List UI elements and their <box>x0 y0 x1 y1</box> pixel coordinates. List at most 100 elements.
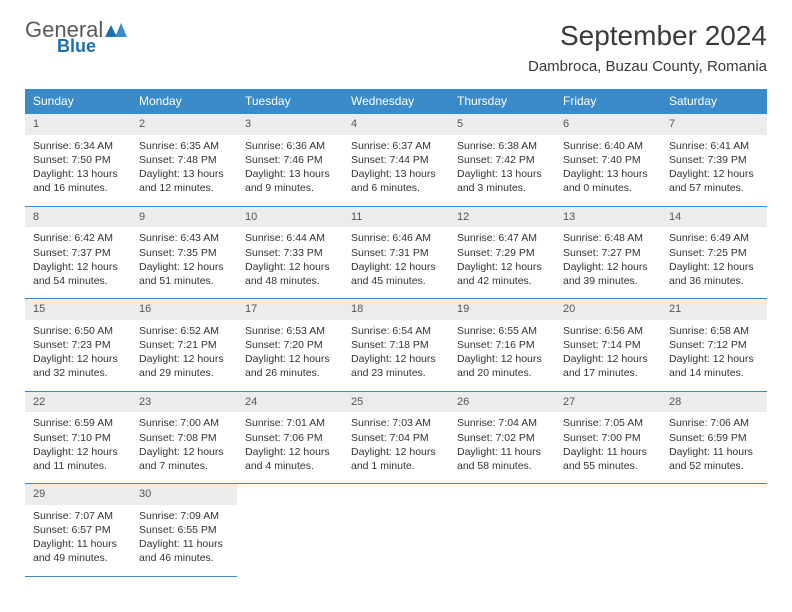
day-number: 7 <box>661 114 767 135</box>
sunrise-line: Sunrise: 6:44 AM <box>245 231 335 245</box>
sunset-line: Sunset: 7:00 PM <box>563 431 653 445</box>
day-cell: 20Sunrise: 6:56 AMSunset: 7:14 PMDayligh… <box>555 299 661 392</box>
day-cell: 26Sunrise: 7:04 AMSunset: 7:02 PMDayligh… <box>449 391 555 484</box>
day-number: 30 <box>131 484 237 505</box>
title-area: September 2024 Dambroca, Buzau County, R… <box>528 20 767 75</box>
sunset-line: Sunset: 7:27 PM <box>563 246 653 260</box>
daylight-line: Daylight: 11 hours and 55 minutes. <box>563 445 653 473</box>
sunset-line: Sunset: 7:20 PM <box>245 338 335 352</box>
day-number: 26 <box>449 392 555 413</box>
day-cell: 30Sunrise: 7:09 AMSunset: 6:55 PMDayligh… <box>131 484 237 577</box>
sunset-line: Sunset: 6:55 PM <box>139 523 229 537</box>
calendar-table: Sunday Monday Tuesday Wednesday Thursday… <box>25 89 767 577</box>
daylight-line: Daylight: 13 hours and 16 minutes. <box>33 167 123 195</box>
sunrise-line: Sunrise: 6:59 AM <box>33 416 123 430</box>
day-body: Sunrise: 7:04 AMSunset: 7:02 PMDaylight:… <box>449 412 555 483</box>
day-cell: 7Sunrise: 6:41 AMSunset: 7:39 PMDaylight… <box>661 114 767 207</box>
day-number: 4 <box>343 114 449 135</box>
logo-chevron-icon <box>103 21 129 39</box>
day-number: 13 <box>555 207 661 228</box>
sunrise-line: Sunrise: 7:00 AM <box>139 416 229 430</box>
day-cell: 29Sunrise: 7:07 AMSunset: 6:57 PMDayligh… <box>25 484 131 577</box>
day-cell: 21Sunrise: 6:58 AMSunset: 7:12 PMDayligh… <box>661 299 767 392</box>
sunset-line: Sunset: 7:44 PM <box>351 153 441 167</box>
sunset-line: Sunset: 7:10 PM <box>33 431 123 445</box>
day-cell: 13Sunrise: 6:48 AMSunset: 7:27 PMDayligh… <box>555 206 661 299</box>
sunset-line: Sunset: 7:21 PM <box>139 338 229 352</box>
sunset-line: Sunset: 7:25 PM <box>669 246 759 260</box>
daylight-line: Daylight: 12 hours and 57 minutes. <box>669 167 759 195</box>
col-sunday: Sunday <box>25 89 131 114</box>
day-body: Sunrise: 7:03 AMSunset: 7:04 PMDaylight:… <box>343 412 449 483</box>
sunrise-line: Sunrise: 7:07 AM <box>33 509 123 523</box>
sunrise-line: Sunrise: 7:06 AM <box>669 416 759 430</box>
sunrise-line: Sunrise: 7:04 AM <box>457 416 547 430</box>
day-cell: 10Sunrise: 6:44 AMSunset: 7:33 PMDayligh… <box>237 206 343 299</box>
sunset-line: Sunset: 7:08 PM <box>139 431 229 445</box>
week-row: 22Sunrise: 6:59 AMSunset: 7:10 PMDayligh… <box>25 391 767 484</box>
sunrise-line: Sunrise: 6:42 AM <box>33 231 123 245</box>
sunrise-line: Sunrise: 6:34 AM <box>33 139 123 153</box>
sunrise-line: Sunrise: 6:37 AM <box>351 139 441 153</box>
sunset-line: Sunset: 7:50 PM <box>33 153 123 167</box>
day-number: 27 <box>555 392 661 413</box>
sunset-line: Sunset: 7:40 PM <box>563 153 653 167</box>
day-body: Sunrise: 6:49 AMSunset: 7:25 PMDaylight:… <box>661 227 767 298</box>
day-cell: 24Sunrise: 7:01 AMSunset: 7:06 PMDayligh… <box>237 391 343 484</box>
day-number: 2 <box>131 114 237 135</box>
day-number: 25 <box>343 392 449 413</box>
day-number: 18 <box>343 299 449 320</box>
day-body: Sunrise: 6:40 AMSunset: 7:40 PMDaylight:… <box>555 135 661 206</box>
day-number: 17 <box>237 299 343 320</box>
day-cell: 3Sunrise: 6:36 AMSunset: 7:46 PMDaylight… <box>237 114 343 207</box>
sunrise-line: Sunrise: 6:43 AM <box>139 231 229 245</box>
day-number: 14 <box>661 207 767 228</box>
daylight-line: Daylight: 12 hours and 23 minutes. <box>351 352 441 380</box>
daylight-line: Daylight: 12 hours and 51 minutes. <box>139 260 229 288</box>
month-title: September 2024 <box>528 20 767 52</box>
day-body: Sunrise: 6:55 AMSunset: 7:16 PMDaylight:… <box>449 320 555 391</box>
day-body: Sunrise: 7:09 AMSunset: 6:55 PMDaylight:… <box>131 505 237 576</box>
sunset-line: Sunset: 7:12 PM <box>669 338 759 352</box>
daylight-line: Daylight: 13 hours and 0 minutes. <box>563 167 653 195</box>
day-cell <box>661 484 767 577</box>
day-number: 8 <box>25 207 131 228</box>
logo: General Blue <box>25 20 129 54</box>
col-wednesday: Wednesday <box>343 89 449 114</box>
day-body: Sunrise: 6:59 AMSunset: 7:10 PMDaylight:… <box>25 412 131 483</box>
day-cell: 9Sunrise: 6:43 AMSunset: 7:35 PMDaylight… <box>131 206 237 299</box>
day-number: 28 <box>661 392 767 413</box>
sunset-line: Sunset: 7:31 PM <box>351 246 441 260</box>
sunrise-line: Sunrise: 6:47 AM <box>457 231 547 245</box>
sunset-line: Sunset: 7:02 PM <box>457 431 547 445</box>
sunset-line: Sunset: 6:59 PM <box>669 431 759 445</box>
day-cell: 19Sunrise: 6:55 AMSunset: 7:16 PMDayligh… <box>449 299 555 392</box>
day-cell <box>449 484 555 577</box>
sunrise-line: Sunrise: 7:05 AM <box>563 416 653 430</box>
day-cell: 16Sunrise: 6:52 AMSunset: 7:21 PMDayligh… <box>131 299 237 392</box>
daylight-line: Daylight: 12 hours and 14 minutes. <box>669 352 759 380</box>
sunset-line: Sunset: 7:18 PM <box>351 338 441 352</box>
day-cell: 6Sunrise: 6:40 AMSunset: 7:40 PMDaylight… <box>555 114 661 207</box>
sunrise-line: Sunrise: 6:40 AM <box>563 139 653 153</box>
sunrise-line: Sunrise: 6:36 AM <box>245 139 335 153</box>
day-body: Sunrise: 6:44 AMSunset: 7:33 PMDaylight:… <box>237 227 343 298</box>
daylight-line: Daylight: 12 hours and 11 minutes. <box>33 445 123 473</box>
day-number: 10 <box>237 207 343 228</box>
sunrise-line: Sunrise: 6:56 AM <box>563 324 653 338</box>
sunset-line: Sunset: 7:29 PM <box>457 246 547 260</box>
location: Dambroca, Buzau County, Romania <box>528 58 767 75</box>
sunset-line: Sunset: 7:04 PM <box>351 431 441 445</box>
day-body: Sunrise: 6:47 AMSunset: 7:29 PMDaylight:… <box>449 227 555 298</box>
sunrise-line: Sunrise: 7:03 AM <box>351 416 441 430</box>
day-body: Sunrise: 6:41 AMSunset: 7:39 PMDaylight:… <box>661 135 767 206</box>
daylight-line: Daylight: 11 hours and 49 minutes. <box>33 537 123 565</box>
sunset-line: Sunset: 7:14 PM <box>563 338 653 352</box>
day-body: Sunrise: 6:38 AMSunset: 7:42 PMDaylight:… <box>449 135 555 206</box>
day-cell <box>237 484 343 577</box>
col-monday: Monday <box>131 89 237 114</box>
day-cell: 17Sunrise: 6:53 AMSunset: 7:20 PMDayligh… <box>237 299 343 392</box>
day-body: Sunrise: 6:56 AMSunset: 7:14 PMDaylight:… <box>555 320 661 391</box>
sunset-line: Sunset: 7:48 PM <box>139 153 229 167</box>
day-number: 19 <box>449 299 555 320</box>
